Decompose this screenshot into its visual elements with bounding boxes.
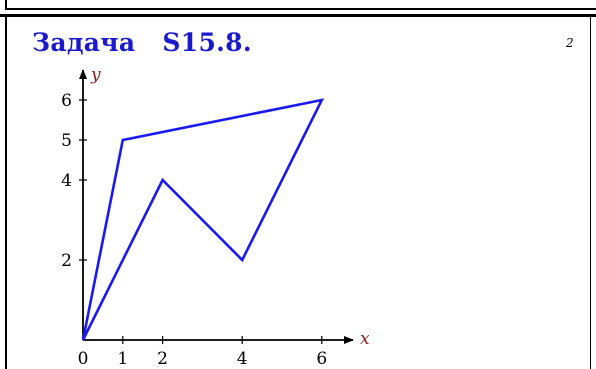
axes-group: x y	[79, 65, 370, 349]
x-tick-label: 0	[78, 349, 89, 369]
polygon-polyline	[81, 98, 325, 341]
series-group	[81, 98, 325, 341]
x-tick-label: 4	[237, 349, 248, 369]
page-number: 2	[566, 36, 574, 50]
ticks-group: 0 1 2 4 6 2 4 5 6	[61, 91, 327, 369]
x-tick-label: 2	[157, 349, 168, 369]
x-tick-label: 6	[316, 349, 327, 369]
right-frame-border	[590, 17, 591, 369]
slide-title: Задача S15.8.	[32, 28, 252, 57]
frame-line-lower	[0, 14, 596, 17]
y-tick-label: 5	[61, 131, 72, 151]
y-tick-label: 6	[61, 91, 72, 111]
x-tick-label: 1	[117, 349, 128, 369]
x-axis-label: x	[360, 329, 370, 349]
frame-line-upper	[5, 0, 596, 10]
y-axis-label: y	[90, 65, 101, 85]
y-tick-label: 4	[61, 171, 72, 191]
y-tick-label: 2	[61, 251, 72, 271]
left-frame-border	[5, 17, 7, 369]
top-frame-border	[0, 0, 596, 19]
